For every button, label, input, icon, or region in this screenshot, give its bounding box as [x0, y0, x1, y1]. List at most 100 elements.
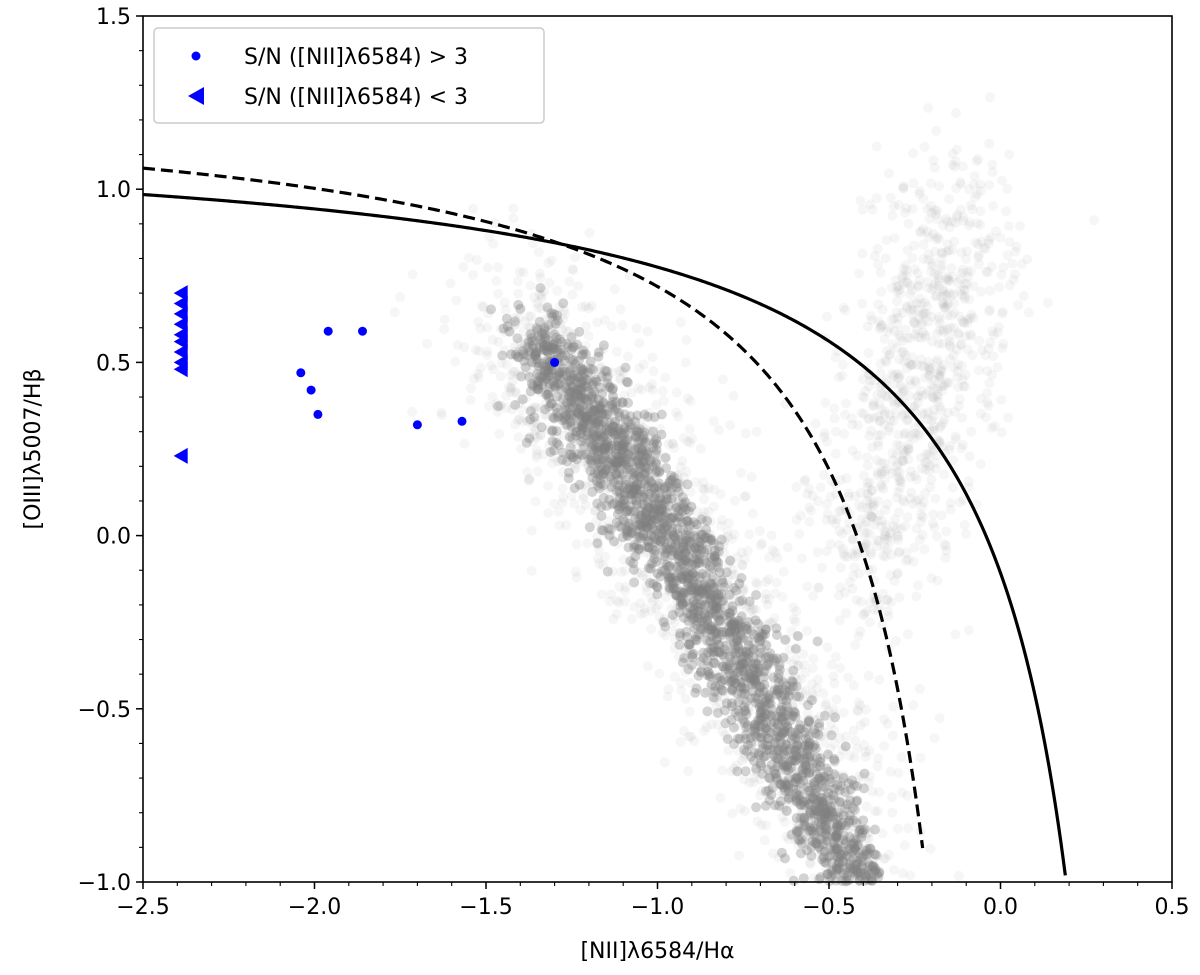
background-point — [838, 817, 849, 828]
background-point — [684, 706, 695, 717]
background-point — [658, 527, 669, 538]
background-point — [766, 789, 777, 800]
background-point — [788, 710, 799, 721]
background-point — [549, 498, 560, 509]
background-point — [782, 722, 793, 733]
background-point — [589, 386, 600, 397]
background-point — [889, 865, 899, 875]
background-point — [663, 500, 674, 511]
background-point — [678, 502, 689, 513]
background-point — [835, 849, 846, 860]
background-point — [750, 658, 761, 669]
background-point — [966, 330, 977, 341]
background-point — [680, 357, 691, 368]
background-point — [695, 623, 706, 634]
background-point — [796, 717, 807, 728]
background-point — [941, 545, 952, 556]
background-point — [710, 545, 720, 556]
background-point — [902, 512, 913, 523]
background-point — [802, 625, 813, 636]
background-point — [561, 520, 572, 531]
background-point — [840, 820, 851, 831]
background-point — [777, 742, 788, 753]
background-point — [823, 809, 834, 820]
background-point — [867, 204, 878, 215]
background-point — [634, 531, 645, 542]
background-point — [706, 681, 717, 692]
background-point — [526, 525, 537, 536]
background-point — [876, 286, 887, 297]
background-point — [627, 488, 638, 499]
background-point — [985, 285, 995, 296]
background-point — [681, 631, 692, 642]
background-point — [642, 326, 653, 337]
background-point — [648, 426, 659, 437]
background-point — [816, 814, 827, 825]
background-point — [995, 232, 1006, 243]
background-point — [853, 839, 864, 850]
background-point — [909, 240, 920, 251]
background-point — [635, 461, 646, 472]
background-point — [788, 614, 799, 625]
background-point — [748, 663, 759, 674]
background-point — [687, 568, 698, 579]
background-point — [563, 389, 574, 400]
background-point — [658, 395, 669, 406]
background-point — [690, 634, 701, 645]
background-point — [551, 426, 562, 437]
background-point — [795, 794, 805, 805]
background-point — [542, 367, 553, 378]
background-point — [760, 800, 771, 811]
background-point — [782, 737, 793, 748]
background-point — [894, 546, 905, 557]
background-point — [862, 862, 873, 873]
background-point — [792, 674, 803, 685]
background-point — [407, 406, 418, 417]
background-point — [864, 827, 875, 838]
background-point — [630, 495, 641, 505]
background-point — [696, 616, 707, 627]
background-point — [825, 743, 836, 754]
background-point — [580, 411, 591, 422]
background-point — [727, 701, 737, 712]
background-point — [923, 356, 934, 367]
background-point — [642, 463, 653, 474]
background-point — [691, 549, 702, 560]
background-point — [543, 508, 554, 518]
background-point — [531, 432, 542, 443]
background-point — [604, 424, 615, 435]
background-point — [661, 482, 672, 492]
background-point — [706, 552, 717, 563]
background-point — [1089, 215, 1099, 226]
background-point — [796, 800, 807, 811]
background-point — [821, 815, 831, 826]
background-point — [897, 272, 907, 283]
background-point — [831, 814, 842, 825]
background-point — [533, 331, 544, 342]
background-point — [829, 784, 840, 795]
background-point — [638, 430, 649, 441]
background-point — [700, 538, 711, 549]
background-point — [900, 260, 911, 270]
background-point — [711, 634, 722, 645]
background-point — [558, 391, 569, 402]
background-point — [649, 482, 659, 493]
background-point — [761, 709, 771, 720]
background-point — [788, 783, 799, 794]
background-point — [750, 670, 761, 681]
background-point — [865, 843, 876, 854]
background-point — [734, 647, 745, 658]
background-point — [684, 643, 695, 654]
background-point — [626, 489, 637, 499]
background-point — [893, 823, 903, 834]
background-point — [745, 732, 756, 743]
background-point — [775, 796, 786, 807]
background-point — [845, 793, 855, 804]
x-tick-label: 0.5 — [1155, 895, 1190, 920]
background-point — [872, 806, 883, 817]
background-point — [851, 818, 862, 828]
background-point — [936, 263, 947, 274]
background-point — [628, 564, 639, 575]
background-point — [607, 399, 618, 410]
